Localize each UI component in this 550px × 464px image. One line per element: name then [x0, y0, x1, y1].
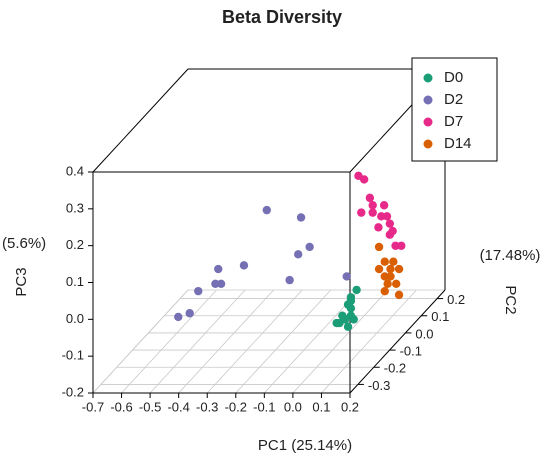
x-tick-label: -0.5	[139, 399, 161, 414]
point	[392, 279, 401, 289]
point	[374, 264, 384, 274]
y-tick-label: 0.0	[415, 326, 433, 341]
grid-line	[235, 289, 332, 394]
point	[211, 279, 220, 288]
x-tick-label: -0.6	[110, 399, 132, 414]
point	[359, 175, 369, 184]
z-axis-label: PC3	[13, 267, 30, 296]
point	[185, 309, 194, 318]
point	[374, 223, 383, 232]
z-tick-label: 0.1	[66, 274, 84, 289]
legend-label: D0	[444, 69, 463, 86]
x-tick-label: -0.7	[82, 399, 104, 414]
z-tick-label: 0.2	[66, 237, 84, 252]
point	[388, 226, 397, 236]
point	[382, 212, 392, 221]
point	[394, 290, 404, 300]
y-axis-label: PC2	[502, 285, 519, 314]
point	[305, 242, 314, 252]
point	[174, 312, 183, 322]
y-tick-label: 0.2	[447, 292, 465, 307]
z-tick-label: 0.3	[66, 200, 84, 215]
point	[342, 272, 351, 281]
point	[214, 264, 223, 274]
point	[374, 242, 384, 252]
grid-line	[149, 289, 246, 394]
point	[389, 257, 398, 266]
x-tick-label: -0.3	[196, 399, 218, 414]
point	[262, 205, 271, 215]
legend-marker	[423, 73, 433, 83]
grid-line	[178, 289, 274, 394]
point	[346, 296, 356, 306]
point	[285, 275, 294, 285]
y-tick-label: -0.2	[384, 361, 406, 376]
y-tick-label: -0.1	[400, 344, 422, 359]
point	[357, 208, 366, 217]
point	[368, 201, 377, 210]
legend-marker	[423, 139, 433, 149]
point	[296, 213, 306, 222]
box-edge	[92, 68, 189, 173]
x-tick-label: -0.1	[253, 399, 275, 414]
z-axis-note: (5.6%)	[2, 235, 46, 252]
x-tick-label: 0.0	[284, 399, 302, 414]
y-tick-label: 0.1	[431, 309, 449, 324]
point	[386, 264, 395, 274]
legend-label: D2	[444, 91, 463, 108]
z-tick-label: 0.4	[66, 163, 84, 178]
box-edge	[349, 289, 446, 394]
point	[352, 285, 361, 295]
grid-line	[321, 289, 417, 394]
x-tick-label: -0.2	[225, 399, 247, 414]
point	[332, 318, 341, 328]
legend-marker	[423, 117, 433, 127]
grid-line	[206, 289, 303, 394]
y-tick-label: -0.3	[368, 378, 390, 393]
legend-marker	[423, 95, 433, 105]
y-axis-note: (17.48%)	[480, 247, 541, 264]
point	[380, 272, 389, 281]
z-tick-label: -0.2	[62, 384, 84, 399]
point	[365, 193, 375, 203]
point	[346, 304, 356, 313]
point	[343, 322, 353, 331]
point	[380, 286, 389, 296]
point	[294, 250, 303, 259]
grid-line	[264, 289, 360, 394]
x-tick-label: 0.1	[312, 399, 330, 414]
grid-line	[292, 289, 389, 394]
chart-title: Beta Diversity	[222, 7, 342, 27]
point	[397, 241, 406, 250]
point	[380, 257, 389, 266]
point	[239, 261, 249, 270]
grid-line	[121, 289, 217, 394]
legend-label: D7	[444, 113, 463, 130]
point	[394, 264, 404, 274]
point	[368, 208, 377, 217]
point	[194, 286, 203, 296]
point	[338, 311, 347, 320]
x-tick-label: 0.2	[341, 399, 359, 414]
point	[349, 315, 358, 324]
grid-edge	[92, 289, 189, 394]
point	[383, 279, 392, 289]
legend-label: D14	[444, 135, 472, 152]
z-tick-label: -0.1	[62, 348, 84, 363]
point	[385, 219, 395, 228]
x-axis-label: PC1 (25.14%)	[258, 437, 352, 454]
z-tick-label: 0.0	[66, 311, 84, 326]
point	[379, 201, 389, 210]
x-tick-label: -0.4	[167, 399, 189, 414]
